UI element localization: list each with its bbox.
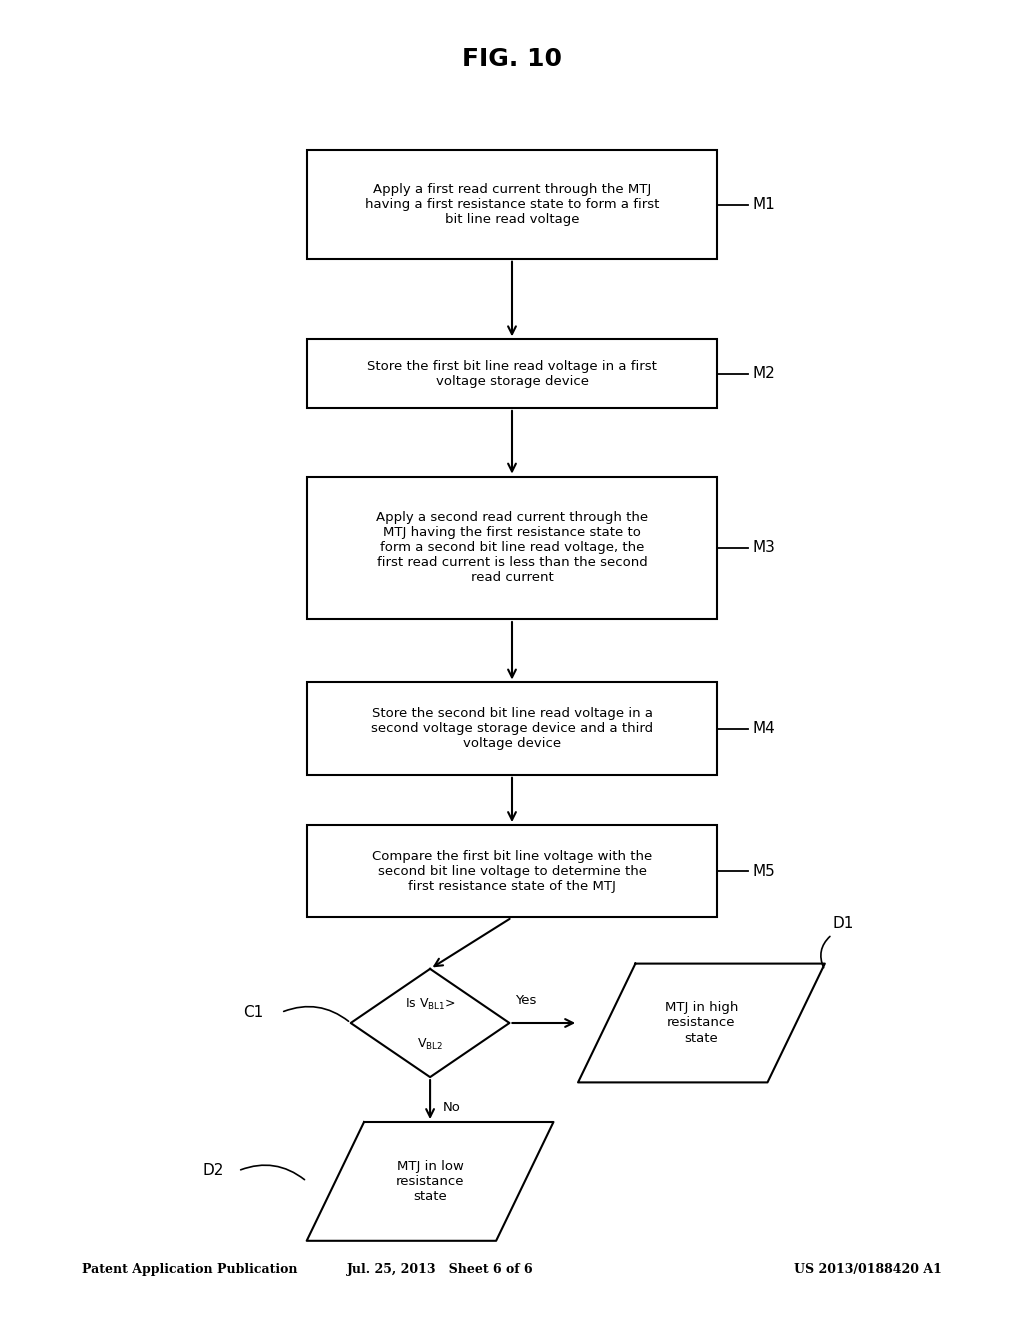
Text: No: No <box>442 1101 460 1114</box>
Text: M1: M1 <box>753 197 775 213</box>
Text: Yes: Yes <box>514 994 536 1007</box>
Bar <box>307 477 717 619</box>
Text: C1: C1 <box>244 1005 263 1020</box>
Text: Store the second bit line read voltage in a
second voltage storage device and a : Store the second bit line read voltage i… <box>371 708 653 750</box>
Text: M3: M3 <box>753 540 775 556</box>
Bar <box>307 150 717 259</box>
Text: D1: D1 <box>833 916 853 932</box>
Text: Compare the first bit line voltage with the
second bit line voltage to determine: Compare the first bit line voltage with … <box>372 850 652 892</box>
Text: D2: D2 <box>203 1163 223 1179</box>
Text: Is $\mathregular{V_{BL1}}$>: Is $\mathregular{V_{BL1}}$> <box>404 997 456 1012</box>
Bar <box>307 339 717 408</box>
Text: FIG. 10: FIG. 10 <box>462 48 562 71</box>
Text: M2: M2 <box>753 366 775 381</box>
Text: M5: M5 <box>753 863 775 879</box>
Text: Patent Application Publication: Patent Application Publication <box>82 1263 297 1276</box>
Text: MTJ in high
resistance
state: MTJ in high resistance state <box>665 1002 738 1044</box>
Polygon shape <box>350 969 510 1077</box>
Bar <box>307 682 717 775</box>
Polygon shape <box>578 964 825 1082</box>
Text: Store the first bit line read voltage in a first
voltage storage device: Store the first bit line read voltage in… <box>367 359 657 388</box>
Text: Jul. 25, 2013   Sheet 6 of 6: Jul. 25, 2013 Sheet 6 of 6 <box>347 1263 534 1276</box>
Text: $\mathregular{V_{BL2}}$: $\mathregular{V_{BL2}}$ <box>417 1036 443 1052</box>
Text: MTJ in low
resistance
state: MTJ in low resistance state <box>396 1160 464 1203</box>
Polygon shape <box>307 1122 553 1241</box>
Text: Apply a first read current through the MTJ
having a first resistance state to fo: Apply a first read current through the M… <box>365 183 659 226</box>
Text: Apply a second read current through the
MTJ having the first resistance state to: Apply a second read current through the … <box>376 511 648 585</box>
Text: M4: M4 <box>753 721 775 737</box>
Text: US 2013/0188420 A1: US 2013/0188420 A1 <box>795 1263 942 1276</box>
Bar <box>307 825 717 917</box>
